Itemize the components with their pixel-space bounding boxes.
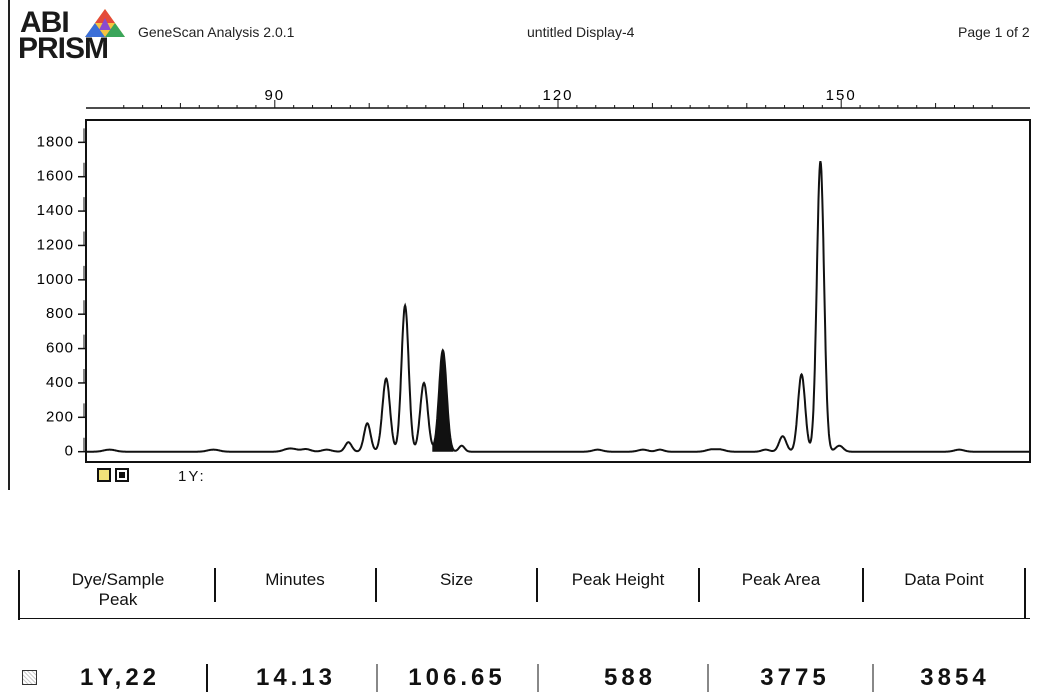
col-data-point[interactable]: Data Point xyxy=(904,570,984,589)
highlighted-peak-fill xyxy=(432,350,454,452)
page-left-rule xyxy=(8,0,10,490)
x-tick-label: 120 xyxy=(542,87,573,104)
app-name: GeneScan Analysis 2.0.1 xyxy=(138,24,295,40)
col-size[interactable]: Size xyxy=(439,570,474,589)
y-tick-label: 1000 xyxy=(37,271,74,288)
col-divider xyxy=(214,568,216,602)
col-divider xyxy=(376,664,378,692)
black-dye-swatch[interactable] xyxy=(115,468,129,482)
display-title: untitled Display-4 xyxy=(527,24,635,40)
col-divider xyxy=(536,568,538,602)
y-tick-label: 800 xyxy=(46,305,74,322)
y-tick-label: 200 xyxy=(46,408,74,425)
row-select-checkbox[interactable] xyxy=(22,670,37,685)
cell-peak-height: 588 xyxy=(603,664,657,691)
yellow-dye-swatch[interactable] xyxy=(97,468,111,482)
logo-prism-text: PRISM xyxy=(18,32,109,65)
col-divider xyxy=(537,664,539,692)
logo-abi-text: ABI xyxy=(20,6,70,39)
col-divider xyxy=(698,568,700,602)
y-axis-ticks: 0 200 400 600 800 1000 1200 1400 1600 1800 xyxy=(37,128,86,460)
cell-data-point: 3854 xyxy=(920,664,990,691)
cell-size: 106.65 xyxy=(408,664,506,691)
x-tick-label: 150 xyxy=(826,87,857,104)
col-minutes[interactable]: Minutes xyxy=(265,570,325,589)
header-underline xyxy=(18,618,1030,619)
cell-dye-sample-peak: 1Y,22 xyxy=(79,664,161,691)
cell-minutes: 14.13 xyxy=(255,664,337,691)
col-divider xyxy=(375,568,377,602)
x-tick-label: 90 xyxy=(264,87,285,104)
cell-peak-area: 3775 xyxy=(760,664,830,691)
electropherogram-chart: 90 120 150 0 200 400 600 800 1000 1200 1400 1600 18… xyxy=(37,87,1031,463)
y-tick-label: 1600 xyxy=(37,168,74,185)
series-1Y-line xyxy=(86,161,1030,453)
x-axis-ticks: 90 120 150 xyxy=(123,87,993,108)
y-tick-label: 600 xyxy=(46,340,74,357)
col-divider xyxy=(206,664,208,692)
dye-legend xyxy=(97,468,129,484)
col-peak-area[interactable]: Peak Area xyxy=(741,570,821,589)
peak-table-header: Dye/Sample Peak Minutes Size Peak Height… xyxy=(18,562,1030,620)
col-dye-sample-peak[interactable]: Dye/Sample Peak xyxy=(71,570,165,609)
y-tick-label: 1400 xyxy=(37,202,74,219)
table-row[interactable]: 1Y,22 14.13 106.65 588 3775 3854 xyxy=(0,660,1047,696)
y-tick-label: 400 xyxy=(46,374,74,391)
col-divider xyxy=(872,664,874,692)
plot-area-border xyxy=(85,119,1031,463)
col-divider xyxy=(1024,568,1026,618)
col-peak-height[interactable]: Peak Height xyxy=(571,570,665,589)
y-tick-label: 1800 xyxy=(37,133,74,150)
prism-logo-icon xyxy=(85,9,125,37)
dye-label: 1Y: xyxy=(178,468,206,485)
col-divider xyxy=(862,568,864,602)
y-tick-label: 1200 xyxy=(37,236,74,253)
col-divider xyxy=(18,570,20,620)
plot-frame xyxy=(85,107,1031,463)
y-tick-label: 0 xyxy=(65,443,74,460)
abi-prism-logo: ABI PRISM xyxy=(18,8,128,68)
page-indicator: Page 1 of 2 xyxy=(958,24,1030,40)
col-divider xyxy=(707,664,709,692)
